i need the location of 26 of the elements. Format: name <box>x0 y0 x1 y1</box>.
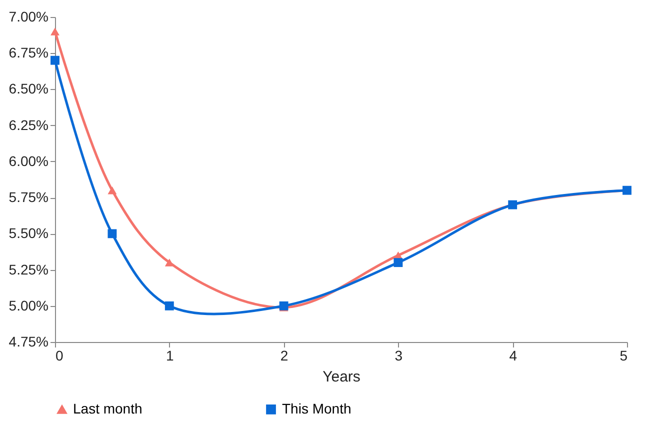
legend-label: This Month <box>282 400 352 416</box>
y-tick-label: 6.75% <box>8 44 48 61</box>
x-tick-label: 3 <box>394 348 403 364</box>
x-tick-label: 1 <box>166 348 174 364</box>
x-tick-label: 4 <box>509 348 518 364</box>
y-tick-label: 6.50% <box>8 80 48 97</box>
point <box>394 258 403 268</box>
point <box>108 186 117 194</box>
point <box>164 301 174 310</box>
y-tick-label: 5.75% <box>8 189 48 206</box>
y-tick-label: 4.75% <box>8 334 48 350</box>
y-tick-label: 5.50% <box>8 225 48 242</box>
x-axis-title: Years <box>322 368 360 386</box>
y-tick-label: 5.00% <box>8 297 48 314</box>
x-tick-label: 0 <box>56 348 64 364</box>
point <box>50 56 60 65</box>
point <box>164 258 174 266</box>
y-tick-label: 6.00% <box>8 152 48 169</box>
y-tick-label: 5.25% <box>8 261 48 278</box>
x-tick-label: 5 <box>620 348 628 364</box>
y-tick-label: 7.00% <box>8 8 48 24</box>
x-tick-label: 2 <box>280 348 288 364</box>
legend-label: Last month <box>73 400 142 416</box>
y-tick-label: 6.25% <box>8 116 48 133</box>
point <box>108 229 117 238</box>
point <box>50 28 60 36</box>
